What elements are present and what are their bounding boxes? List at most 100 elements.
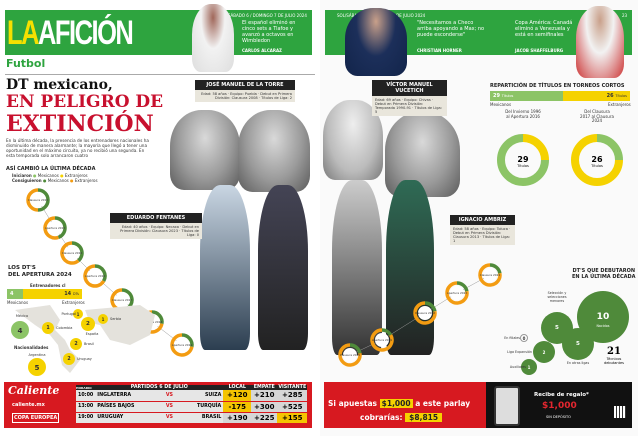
debut-bubble-label: Liga Expansión <box>507 350 532 354</box>
coach-figure-3 <box>332 180 382 355</box>
donut-label: Apertura 2019 <box>172 343 193 347</box>
mex-label: Mexicanos <box>490 102 512 107</box>
donut-label: Clausura 2015 <box>28 198 49 202</box>
left-donut-0-segment <box>37 188 50 212</box>
donut-center <box>65 246 79 260</box>
country-label: Portugal <box>61 312 77 316</box>
donut-center <box>115 293 129 307</box>
debut-bubble-label: Auxiliares <box>509 365 526 369</box>
away-odds[interactable]: +155 <box>277 412 308 423</box>
odds-row[interactable]: 19:00 URUGUAY VS BRASIL +190 +225 +155 <box>76 412 308 423</box>
odds-row[interactable]: 13:00 PAÍSES BAJOS VS TURQUÍA -175 +300 +525 <box>76 401 308 412</box>
country-bubble: 4 <box>11 321 29 339</box>
donut-label: Clausura 2020 <box>340 353 361 357</box>
header-teaser: El español eliminó en cinco sets a Tiafo… <box>242 20 296 44</box>
donut-label: Apertura 2022 <box>447 291 468 295</box>
left-donut-6-segment <box>181 333 194 348</box>
donut-center <box>375 333 389 347</box>
away-odds[interactable]: +285 <box>277 390 308 401</box>
local-odds[interactable]: +120 <box>223 390 252 401</box>
left-header-band: LAAFICIÓN SOLSÁBADO 6 / DOMINGO 7 DE JUL… <box>5 10 312 55</box>
gift-amount: $1,000 <box>542 401 577 411</box>
copa-player-photo <box>576 6 624 78</box>
right-donut-3-segment <box>456 281 469 292</box>
left-donut-6-segment <box>170 333 194 357</box>
parlay-ad[interactable]: Si apuestas $1,000 a este parlay cobrarí… <box>324 382 632 428</box>
quote-credit: CHRISTIAN HORNER <box>417 48 462 53</box>
odds-row[interactable]: 10:00 INGLATERRA VS SUIZA +120 +210 +285 <box>76 390 308 401</box>
donut-center <box>450 286 464 300</box>
right-donut-2-segment <box>424 301 437 312</box>
legend-title: ASÍ CAMBIÓ LA ÚLTIMA DÉCADA <box>6 166 96 172</box>
country-bubble: 1 <box>73 309 83 319</box>
qr-code-icon <box>614 406 626 418</box>
phone-icon <box>494 386 520 426</box>
away-odds[interactable]: +525 <box>277 401 308 412</box>
home-team: URUGUAY <box>97 415 124 420</box>
right-donut-4-segment <box>478 263 502 287</box>
country-label: Colombia <box>56 326 73 330</box>
titles-title: REPARTICIÓN DE TÍTULOS EN TORNEOS CORTOS <box>490 83 625 89</box>
mex-label: Mexicanos <box>7 300 29 305</box>
lead-text: En la última década, la presencia de los… <box>6 138 149 158</box>
titles-donut-1-segment <box>522 134 549 161</box>
donut-1-caption: Del Invierno 1996 al Apertura 2016 <box>505 109 541 119</box>
mex-titles-bar: 29 Títulos <box>490 91 563 101</box>
debut-bubble: 0 <box>520 334 528 342</box>
tennis-player-photo <box>192 4 234 72</box>
draw-odds[interactable]: +210 <box>251 390 278 401</box>
local-odds[interactable]: -175 <box>223 401 252 412</box>
teaser-credit: JACOB SHAFFELBURG <box>515 48 564 53</box>
donut-label: Clausura 2024 <box>480 273 501 277</box>
away-team: BRASIL <box>201 415 222 420</box>
debut-total: 21 Técnicos debutantes <box>604 346 624 365</box>
away-team: SUIZA <box>204 392 222 398</box>
draw-odds[interactable]: +300 <box>251 401 278 412</box>
country-label: Argentina <box>28 353 46 357</box>
apertura-title: LOS DT'S DEL APERTURA 2024 <box>8 265 72 278</box>
time: 13:00 <box>78 404 94 409</box>
left-donut-0-segment <box>26 188 39 212</box>
country-label: Brasil <box>84 342 94 346</box>
time: 10:00 <box>78 392 94 398</box>
country-bubble: 5 <box>28 358 46 376</box>
country-label: Serbia <box>110 317 122 321</box>
ext-label: Extranjeros <box>62 300 85 305</box>
section-title: Futbol <box>6 57 46 70</box>
right-donut-chain: Clausura 2020 Apertura 2021 Clausura 2022 A… <box>338 263 502 367</box>
donut-center <box>88 269 102 283</box>
left-donut-3-segment <box>83 264 106 288</box>
time: 19:00 <box>78 415 94 420</box>
donut-center <box>343 348 357 362</box>
headline-2: EN PELIGRO DE <box>6 92 164 112</box>
left-donut-2-segment <box>60 241 80 265</box>
country-label: México <box>15 314 29 318</box>
donut-label: Apertura 2021 <box>372 338 393 342</box>
caliente-logo: Caliente <box>8 384 60 397</box>
right-donut-1-segment <box>370 328 394 352</box>
coach-figure-1 <box>200 185 250 350</box>
copa-teaser: Copa América: Canadá eliminó a Venezuela… <box>515 20 573 38</box>
horner-photo <box>345 8 407 76</box>
donut-center <box>418 306 432 320</box>
legend: Iniciaron ● Mexicanos ● Extranjeros Cons… <box>12 173 98 183</box>
odds-table: HORARIO PARTIDOS 6 DE JULIO LOCAL EMPATE VIS… <box>76 385 308 423</box>
donut-label: Clausura 2017 <box>112 298 133 302</box>
local-odds[interactable]: +190 <box>223 412 252 423</box>
caliente-ad[interactable]: Caliente caliente.mx COPA EUROPEA HORARI… <box>4 382 312 428</box>
bar-title: Entrenadores cl <box>30 283 66 288</box>
coach-figure-4 <box>386 180 434 355</box>
debut-bubble: 5 <box>562 328 594 360</box>
vs: VS <box>165 392 173 398</box>
coach-photo-de-la-torre <box>238 110 310 192</box>
ext-label: Extranjeros <box>608 102 631 107</box>
debut-bubble-label: Selección y selecciones menores <box>547 291 567 303</box>
horner-quote: "Necesitamos a Checo arriba apoyando a M… <box>417 20 485 38</box>
coach-photo-ambriz <box>385 112 460 197</box>
right-donut-0-segment <box>349 343 362 354</box>
coach-card-vucetich: VÍCTOR MANUEL VUCETICH Edad: 69 años · Eq… <box>372 80 447 116</box>
left-page: LAAFICIÓN SOLSÁBADO 6 / DOMINGO 7 DE JUL… <box>0 0 318 436</box>
donut-1-value: 29 Títulos <box>517 155 529 168</box>
titles-donuts <box>497 134 623 186</box>
draw-odds[interactable]: +225 <box>251 412 278 423</box>
